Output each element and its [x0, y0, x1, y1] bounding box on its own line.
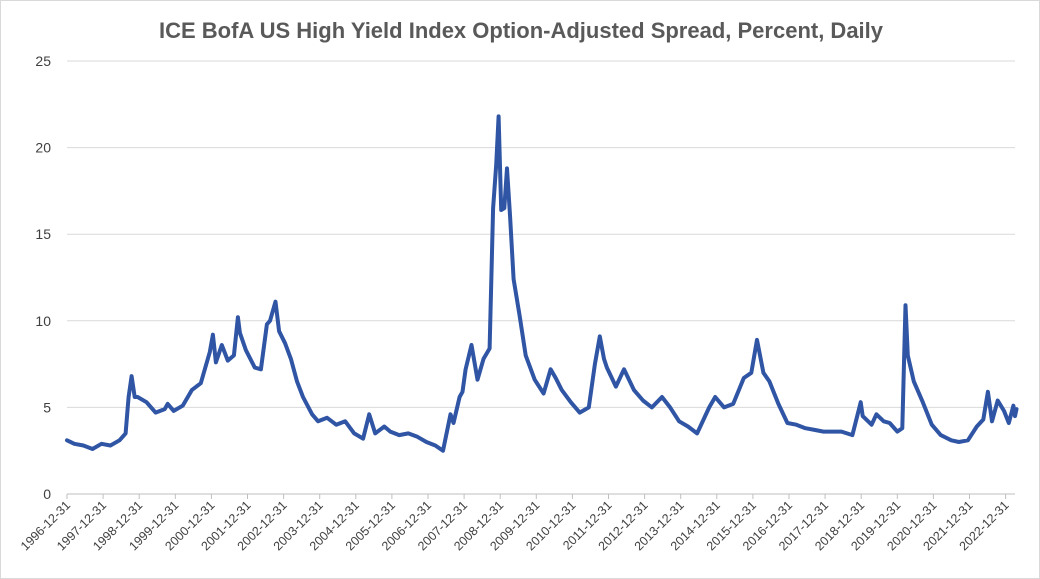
series-line [65, 114, 1019, 453]
x-axis: 1996-12-311997-12-311998-12-311999-12-31… [18, 493, 1015, 553]
chart-title: ICE BofA US High Yield Index Option-Adju… [159, 18, 884, 43]
y-tick-label: 20 [35, 140, 51, 156]
y-tick-label: 0 [43, 486, 51, 502]
y-tick-label: 10 [35, 313, 51, 329]
y-tick-label: 15 [35, 226, 51, 242]
series-lines [65, 114, 1019, 453]
y-tick-label: 5 [43, 399, 51, 415]
gridlines [67, 60, 1015, 408]
y-tick-label: 25 [35, 53, 51, 69]
y-axis-ticks: 0 5 10 15 20 25 [35, 53, 51, 502]
